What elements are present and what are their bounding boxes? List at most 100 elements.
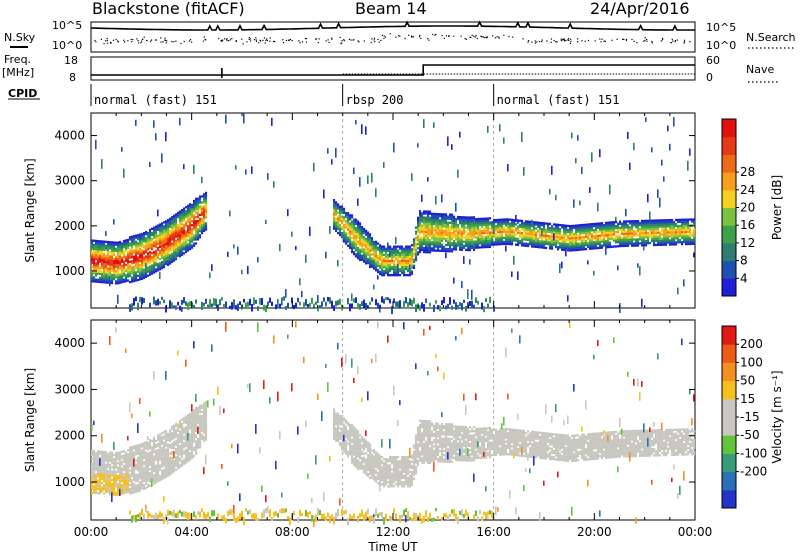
- data-cell: [167, 472, 170, 475]
- data-cell: [539, 223, 542, 227]
- data-cell: [173, 241, 176, 244]
- data-cell: [177, 252, 180, 255]
- data-cell: [175, 231, 178, 234]
- data-cell: [135, 459, 138, 462]
- data-cell: [547, 228, 550, 231]
- data-cell: [663, 219, 666, 222]
- noise-cell: [561, 261, 563, 269]
- data-cell: [149, 457, 152, 460]
- data-cell: [119, 451, 122, 454]
- data-cell: [359, 244, 362, 247]
- data-cell: [579, 246, 582, 249]
- data-cell: [133, 445, 136, 448]
- data-cell: [133, 491, 136, 494]
- data-cell: [593, 243, 596, 246]
- data-cell: [123, 250, 126, 253]
- data-cell: [509, 242, 512, 246]
- data-cell: [359, 230, 362, 233]
- data-cell: [417, 243, 420, 246]
- data-cell: [577, 230, 580, 233]
- data-cell: [663, 229, 666, 232]
- data-cell: [499, 230, 502, 234]
- nsearch-point: [470, 36, 472, 38]
- data-cell: [539, 227, 542, 231]
- data-cell: [95, 247, 98, 251]
- data-cell: [97, 246, 100, 249]
- data-cell: [349, 236, 352, 239]
- data-cell: [151, 464, 154, 468]
- data-cell: [133, 259, 136, 262]
- data-cell: [501, 218, 504, 221]
- data-cell: [357, 242, 360, 246]
- data-cell: [537, 229, 540, 232]
- data-cell: [403, 253, 406, 256]
- data-cell: [193, 228, 196, 231]
- data-cell: [109, 480, 112, 483]
- data-cell: [439, 223, 442, 226]
- ground-cell: [471, 300, 473, 309]
- data-cell: [625, 232, 628, 235]
- data-cell: [135, 448, 138, 452]
- data-cell: [165, 450, 168, 454]
- data-cell: [105, 486, 108, 489]
- data-cell: [141, 257, 144, 260]
- nsearch-point: [625, 39, 627, 41]
- data-cell: [119, 480, 122, 483]
- data-cell: [507, 238, 510, 241]
- data-cell: [105, 248, 108, 252]
- data-cell: [565, 230, 568, 233]
- data-cell: [545, 242, 548, 245]
- data-cell: [349, 216, 352, 219]
- data-cell: [93, 276, 96, 279]
- data-cell: [499, 239, 502, 242]
- data-cell: [105, 257, 108, 260]
- data-cell: [551, 247, 554, 250]
- data-cell: [689, 218, 692, 221]
- data-cell: [479, 228, 482, 231]
- data-cell: [121, 461, 124, 464]
- data-cell: [345, 226, 348, 229]
- data-cell: [619, 236, 622, 240]
- data-cell: [659, 231, 662, 234]
- data-cell: [427, 241, 430, 244]
- data-cell: [115, 472, 118, 476]
- data-cell: [399, 259, 402, 263]
- data-cell: [339, 223, 342, 227]
- noise-cell: [579, 200, 581, 206]
- data-cell: [535, 235, 538, 238]
- data-cell: [119, 486, 122, 489]
- data-cell: [393, 249, 396, 252]
- data-cell: [403, 269, 406, 273]
- data-cell: [575, 226, 578, 229]
- data-cell: [381, 247, 384, 250]
- data-cell: [121, 457, 124, 460]
- data-cell: [599, 230, 602, 233]
- data-cell: [563, 226, 566, 229]
- data-cell: [131, 452, 134, 455]
- data-cell: [153, 455, 156, 458]
- data-cell: [131, 235, 134, 238]
- data-cell: [177, 244, 180, 247]
- noise-cell: [153, 120, 155, 128]
- data-cell: [459, 216, 462, 219]
- noise-cell: [265, 219, 267, 225]
- data-cell: [449, 242, 452, 245]
- data-cell: [151, 450, 154, 453]
- data-cell: [157, 438, 160, 441]
- data-cell: [531, 245, 534, 248]
- data-cell: [391, 265, 394, 269]
- data-cell: [113, 470, 116, 473]
- data-cell: [113, 462, 116, 465]
- ground-cell: [441, 300, 443, 306]
- data-cell: [617, 222, 620, 225]
- data-cell: [203, 207, 206, 210]
- data-cell: [685, 238, 688, 242]
- data-cell: [457, 226, 460, 229]
- data-cell: [511, 233, 514, 236]
- data-cell: [365, 243, 368, 247]
- ground-cell: [253, 297, 255, 306]
- data-cell: [143, 460, 146, 464]
- data-cell: [187, 216, 190, 220]
- data-cell: [527, 232, 530, 235]
- data-cell: [561, 244, 564, 247]
